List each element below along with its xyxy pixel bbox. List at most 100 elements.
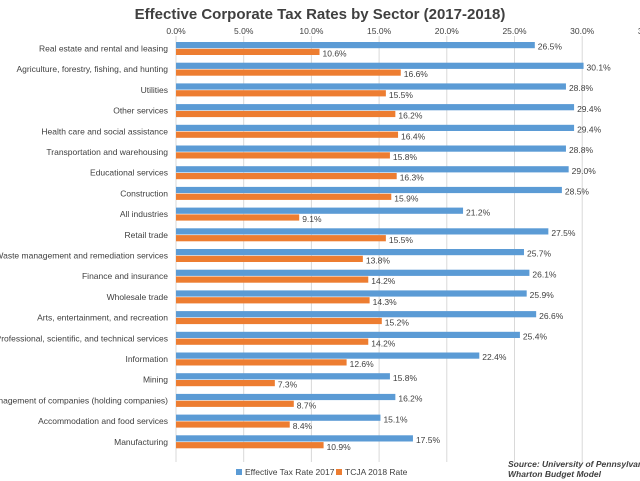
data-label: 12.6% — [350, 359, 375, 369]
data-label: 29.4% — [577, 104, 602, 114]
bar-effective-2017 — [176, 249, 524, 256]
source-line-1: Source: University of Pennsylvania — [508, 459, 640, 469]
bar-effective-2017 — [176, 393, 396, 401]
y-tick-label: Manufacturing — [114, 437, 168, 447]
x-axis: 0.0% 5.0% 10.0% 15.0% 20.0% 25.0% 30.0% 35.0% — [166, 26, 640, 36]
bar-tcja-2018 — [176, 421, 290, 428]
x-tick-label: 10.0% — [299, 26, 324, 36]
bar-tcja-2018 — [176, 193, 392, 200]
data-label: 13.8% — [366, 256, 391, 266]
data-label: 14.3% — [373, 297, 398, 307]
y-tick-label: Wholesale trade — [107, 292, 169, 302]
data-label: 28.5% — [565, 187, 590, 197]
data-label: 15.9% — [394, 193, 419, 203]
bar-effective-2017 — [176, 186, 562, 194]
data-label: 26.6% — [539, 311, 564, 321]
bar-tcja-2018 — [176, 131, 399, 138]
data-label: 10.9% — [327, 442, 352, 452]
x-tick-label: 15.0% — [367, 26, 392, 36]
y-tick-label: Mining — [143, 375, 168, 385]
bar-effective-2017 — [176, 331, 520, 338]
data-label: 21.2% — [466, 207, 491, 217]
bar-effective-2017 — [176, 207, 464, 214]
bar-tcja-2018 — [176, 338, 369, 345]
data-label: 8.4% — [293, 421, 313, 431]
data-label: 27.5% — [551, 228, 576, 238]
bar-effective-2017 — [176, 414, 381, 421]
data-label: 7.3% — [278, 380, 298, 390]
bar-tcja-2018 — [176, 400, 294, 407]
bar-effective-2017 — [176, 228, 549, 235]
y-tick-label: Information — [125, 354, 168, 364]
data-label: 15.5% — [389, 90, 414, 100]
data-label: 16.4% — [401, 131, 426, 141]
data-label: 14.2% — [371, 338, 396, 348]
x-tick-label: 25.0% — [502, 26, 527, 36]
legend-label-tcja-2018: TCJA 2018 Rate — [345, 467, 408, 477]
data-label: 16.2% — [398, 394, 423, 404]
bar-tcja-2018 — [176, 359, 347, 366]
data-label: 9.1% — [302, 214, 322, 224]
data-label: 17.5% — [416, 435, 441, 445]
data-label: 16.2% — [398, 111, 423, 121]
x-tick-label: 5.0% — [234, 26, 254, 36]
data-label: 29.4% — [577, 125, 602, 135]
data-label: 15.5% — [389, 235, 414, 245]
bar-effective-2017 — [176, 83, 566, 90]
data-label: 26.5% — [538, 42, 563, 52]
bar-tcja-2018 — [176, 152, 390, 159]
bar-effective-2017 — [176, 435, 413, 442]
bar-tcja-2018 — [176, 214, 300, 221]
x-tick-label: 35.0% — [638, 26, 640, 36]
data-label: 26.1% — [532, 269, 557, 279]
y-tick-label: Utilities — [141, 85, 168, 95]
y-tick-label: Real estate and rental and leasing — [39, 44, 168, 54]
data-label: 29.0% — [572, 166, 597, 176]
data-label: 30.1% — [587, 62, 612, 72]
y-tick-label: Transportation and warehousing — [46, 147, 168, 157]
plot-area: 26.5% 10.6% 30.1% 16.6% 28.8% 15.5% 29.4% 16.2%… — [176, 42, 611, 452]
bar-tcja-2018 — [176, 235, 386, 242]
bar-effective-2017 — [176, 352, 480, 359]
bar-effective-2017 — [176, 145, 566, 152]
bar-effective-2017 — [176, 124, 575, 131]
data-label: 25.4% — [523, 332, 548, 342]
data-label: 15.8% — [393, 373, 418, 383]
y-tick-label: Management of companies (holding compani… — [0, 395, 168, 405]
data-label: 16.3% — [400, 173, 425, 183]
y-axis: Real estate and rental and leasing Agricu… — [0, 44, 168, 447]
y-tick-label: Retail trade — [125, 230, 169, 240]
bar-effective-2017 — [176, 42, 535, 49]
y-tick-label: Construction — [120, 188, 168, 198]
data-label: 15.2% — [385, 318, 410, 328]
bar-tcja-2018 — [176, 297, 370, 304]
y-tick-label: All industries — [120, 209, 168, 219]
data-label: 28.8% — [569, 145, 594, 155]
bar-tcja-2018 — [176, 110, 396, 118]
bar-tcja-2018 — [176, 442, 324, 449]
y-tick-label: Waste management and remediation service… — [0, 251, 168, 261]
legend: Effective Tax Rate 2017 TCJA 2018 Rate — [236, 467, 408, 477]
y-tick-label: Finance and insurance — [82, 271, 168, 281]
data-label: 14.2% — [371, 276, 396, 286]
bar-tcja-2018 — [176, 380, 275, 387]
data-label: 22.4% — [482, 352, 507, 362]
bar-tcja-2018 — [176, 276, 369, 283]
bar-effective-2017 — [176, 373, 390, 380]
legend-swatch-effective-2017 — [236, 469, 242, 475]
legend-swatch-tcja-2018 — [336, 469, 342, 475]
bar-effective-2017 — [176, 311, 537, 318]
bar-effective-2017 — [176, 104, 575, 111]
source-note: Source: University of Pennsylvania Whart… — [508, 459, 640, 479]
data-label: 15.8% — [393, 152, 418, 162]
bar-effective-2017 — [176, 269, 530, 276]
bar-effective-2017 — [176, 290, 527, 297]
bar-tcja-2018 — [176, 317, 382, 325]
y-tick-label: Accommodation and food services — [38, 416, 168, 426]
y-tick-label: Agriculture, forestry, fishing, and hunt… — [16, 64, 168, 74]
bar-tcja-2018 — [176, 90, 386, 97]
data-label: 10.6% — [323, 49, 348, 59]
data-label: 25.9% — [530, 290, 555, 300]
x-tick-label: 0.0% — [166, 26, 186, 36]
